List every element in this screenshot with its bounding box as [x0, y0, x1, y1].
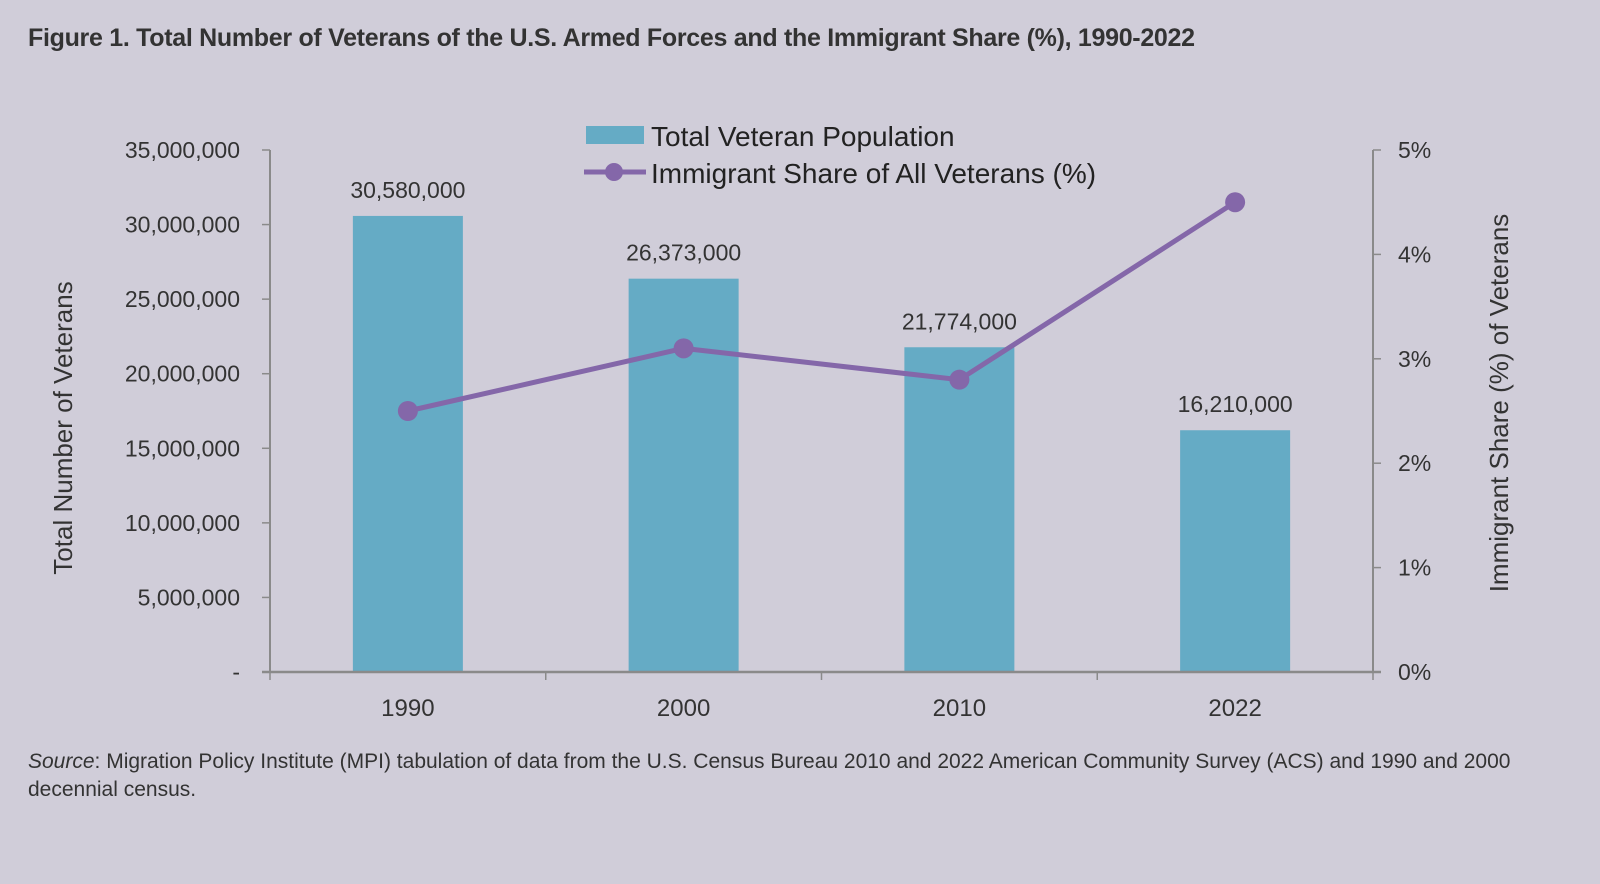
x-axis-tick-label: 2000 [657, 695, 710, 722]
legend: Total Veteran Population Immigrant Share … [584, 121, 1096, 189]
left-axis-tick-label: 10,000,000 [125, 510, 240, 536]
bars-layer [352, 215, 1291, 672]
bar-2000 [628, 278, 739, 672]
immigrant-share-point-2010 [949, 369, 970, 390]
bar-2022 [1180, 430, 1291, 672]
figure-title: Figure 1. Total Number of Veterans of th… [28, 24, 1195, 52]
right-axis-tick-label: 5% [1398, 137, 1431, 163]
left-axis-tick-label: 25,000,000 [125, 286, 240, 312]
immigrant-share-point-2000 [673, 338, 694, 359]
labels-layer: 30,580,000 26,373,000 21,774,000 16,210,000… [48, 137, 1514, 722]
legend-label-line: Immigrant Share of All Veterans (%) [651, 158, 1096, 189]
right-axis-title: Immigrant Share (%) of Veterans [1484, 214, 1514, 593]
source-text: : Migration Policy Institute (MPI) tabul… [28, 750, 1511, 801]
bar-data-label: 21,774,000 [902, 308, 1017, 334]
axes-layer [262, 149, 1381, 680]
legend-swatch-marker [605, 163, 623, 181]
x-axis-tick-label: 1990 [381, 695, 434, 722]
left-axis-tick-label: 20,000,000 [125, 361, 240, 387]
line-layer [397, 192, 1246, 421]
left-axis-tick-label: 30,000,000 [125, 212, 240, 238]
source-note: Source: Migration Policy Institute (MPI)… [28, 748, 1578, 804]
bar-data-label: 16,210,000 [1178, 391, 1293, 417]
left-axis-tick-label: - [232, 659, 240, 685]
bar-1990 [352, 215, 463, 672]
immigrant-share-point-1990 [397, 401, 418, 421]
immigrant-share-line [407, 200, 1237, 414]
left-axis-title: Total Number of Veterans [48, 281, 78, 574]
bar-data-label: 30,580,000 [350, 177, 465, 203]
right-axis-tick-label: 1% [1398, 555, 1431, 581]
x-axis-tick-label: 2010 [933, 695, 986, 722]
bar-2010 [904, 347, 1015, 672]
bar-data-label: 26,373,000 [626, 240, 741, 266]
right-axis-tick-label: 2% [1398, 450, 1431, 476]
left-axis-tick-label: 5,000,000 [138, 584, 240, 610]
x-axis-tick-label: 2022 [1208, 695, 1261, 722]
source-label: Source [28, 750, 95, 773]
right-axis-tick-label: 3% [1398, 346, 1431, 372]
right-axis-tick-label: 4% [1398, 241, 1431, 267]
left-axis-tick-label: 15,000,000 [125, 435, 240, 461]
legend-swatch-bar [586, 126, 644, 144]
left-axis-tick-label: 35,000,000 [125, 137, 240, 163]
right-axis-tick-label: 0% [1398, 659, 1431, 685]
immigrant-share-point-2022 [1225, 192, 1246, 213]
legend-label-bar: Total Veteran Population [651, 121, 955, 152]
